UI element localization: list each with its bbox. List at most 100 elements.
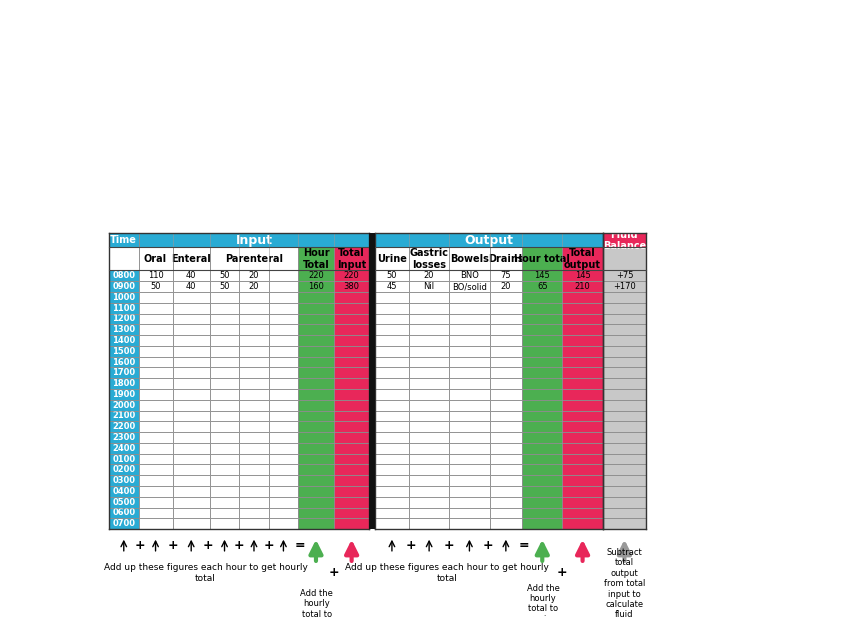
Bar	[239, 421, 268, 432]
Text: 1300: 1300	[112, 325, 135, 334]
Bar	[109, 292, 138, 303]
Bar	[449, 335, 489, 346]
Text: Urine: Urine	[377, 254, 407, 264]
Bar	[210, 421, 239, 432]
Text: Subtract
total
output
from total
input to
calculate
fluid
balance
(may be a
nega: Subtract total output from total input t…	[603, 548, 646, 617]
Bar	[603, 247, 646, 270]
Bar	[489, 508, 522, 518]
Bar	[109, 367, 138, 378]
Bar	[138, 233, 370, 247]
Bar	[298, 346, 334, 357]
Bar	[489, 475, 522, 486]
Text: Gastric
losses: Gastric losses	[409, 248, 449, 270]
Bar	[210, 486, 239, 497]
Bar	[375, 486, 409, 497]
Text: =: =	[294, 539, 305, 552]
Bar	[603, 281, 646, 292]
Bar	[375, 475, 409, 486]
Bar	[489, 410, 522, 421]
Bar	[489, 465, 522, 475]
Bar	[375, 367, 409, 378]
Text: +: +	[203, 539, 213, 552]
Bar	[173, 497, 210, 508]
Bar	[409, 486, 449, 497]
Bar	[375, 389, 409, 400]
Bar	[210, 270, 239, 281]
Bar	[109, 303, 138, 313]
Text: Add up these figures each hour to get hourly
total: Add up these figures each hour to get ho…	[346, 563, 550, 582]
Bar	[173, 346, 210, 357]
Bar	[334, 292, 370, 303]
Text: Time: Time	[110, 235, 138, 246]
Bar	[210, 465, 239, 475]
Bar	[562, 367, 603, 378]
Bar	[138, 378, 173, 389]
Bar	[239, 432, 268, 443]
Text: Parenteral: Parenteral	[225, 254, 283, 264]
Text: 1000: 1000	[112, 293, 135, 302]
Bar	[409, 410, 449, 421]
Bar	[513, 594, 574, 617]
Text: Fluid
Balance: Fluid Balance	[603, 230, 646, 251]
Bar	[210, 475, 239, 486]
Bar	[603, 303, 646, 313]
Bar	[138, 475, 173, 486]
Bar	[562, 303, 603, 313]
Bar	[173, 367, 210, 378]
Bar	[173, 357, 210, 367]
Bar	[489, 281, 522, 292]
Text: Bowels: Bowels	[450, 254, 488, 264]
Text: 40: 40	[186, 271, 196, 280]
Bar	[562, 281, 603, 292]
Bar	[449, 292, 489, 303]
Bar	[334, 453, 370, 465]
Bar	[522, 292, 562, 303]
Bar	[562, 378, 603, 389]
Text: 2100: 2100	[112, 412, 135, 420]
Bar	[522, 313, 562, 325]
Text: Input: Input	[236, 234, 273, 247]
Bar	[449, 325, 489, 335]
Bar	[298, 486, 334, 497]
Text: 0800: 0800	[113, 271, 135, 280]
Bar	[334, 303, 370, 313]
Bar	[173, 432, 210, 443]
Bar	[334, 389, 370, 400]
Bar	[268, 475, 298, 486]
Bar	[562, 410, 603, 421]
Bar	[449, 346, 489, 357]
Text: 0100: 0100	[112, 455, 135, 463]
Bar	[173, 443, 210, 453]
Bar	[268, 281, 298, 292]
Bar	[489, 367, 522, 378]
Bar	[210, 443, 239, 453]
Bar	[375, 313, 409, 325]
Bar	[173, 325, 210, 335]
Bar	[489, 389, 522, 400]
Text: 20: 20	[501, 282, 511, 291]
Text: 110: 110	[148, 271, 163, 280]
Bar	[173, 421, 210, 432]
Bar	[409, 346, 449, 357]
Bar	[298, 400, 334, 410]
Bar	[522, 421, 562, 432]
Bar	[562, 389, 603, 400]
Bar	[298, 270, 334, 281]
Bar	[562, 518, 603, 529]
Bar	[268, 325, 298, 335]
Bar	[489, 313, 522, 325]
Bar	[334, 335, 370, 346]
Bar	[138, 281, 173, 292]
Text: Add the
hourly
total to
previous
output
total to get
total
output: Add the hourly total to previous output …	[519, 584, 567, 617]
Bar	[449, 443, 489, 453]
Text: 1700: 1700	[112, 368, 135, 378]
Bar	[239, 378, 268, 389]
Text: 50: 50	[219, 282, 230, 291]
Bar	[334, 497, 370, 508]
Bar	[334, 367, 370, 378]
Bar	[298, 421, 334, 432]
Bar	[409, 432, 449, 443]
Bar	[173, 518, 210, 529]
Bar	[334, 357, 370, 367]
Text: 1400: 1400	[112, 336, 135, 345]
